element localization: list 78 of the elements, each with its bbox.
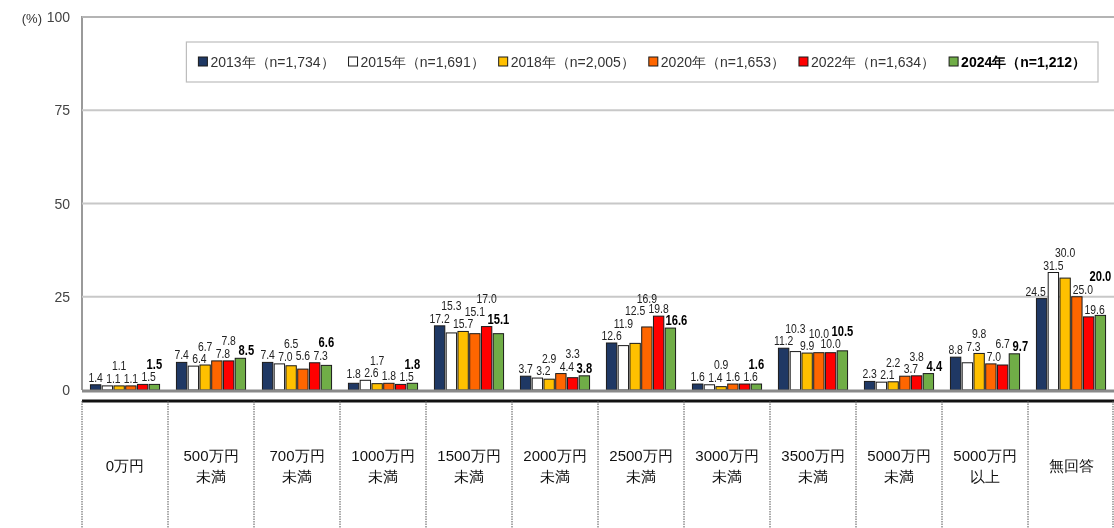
legend-label: 2024年（n=1,212） — [961, 54, 1086, 70]
category-label: 3000万円未満 — [695, 446, 759, 485]
data-label: 11.9 — [613, 315, 634, 330]
data-label: 17.2 — [429, 310, 450, 326]
data-label: 7.8 — [215, 345, 231, 361]
category-label: 3500万円未満 — [781, 446, 845, 485]
data-label: 4.4 — [559, 358, 575, 373]
data-label: 15.7 — [453, 316, 474, 331]
legend-label: 2020年（n=1,653） — [660, 54, 785, 70]
data-label: 7.0 — [986, 348, 1002, 364]
data-label: 7.4 — [260, 347, 275, 362]
data-label: 9.8 — [971, 326, 987, 341]
category-label: 無回答 — [1048, 457, 1094, 474]
data-label: 12.5 — [625, 302, 646, 318]
data-label: 30.0 — [1055, 244, 1076, 260]
data-label: 9.7 — [1012, 338, 1029, 355]
data-label: 17.0 — [476, 291, 497, 306]
data-label: 8.8 — [948, 342, 963, 357]
data-label: 15.3 — [441, 298, 462, 313]
legend-label: 2013年（n=1,734） — [210, 54, 335, 70]
data-label: 2.2 — [885, 354, 901, 369]
data-label: 1.1 — [106, 370, 121, 386]
ytick-label: 50 — [54, 195, 70, 212]
data-label: 10.3 — [785, 320, 806, 335]
data-label: 1.6 — [690, 368, 705, 384]
ytick-label: 25 — [54, 288, 70, 305]
category-label: 700万円未満 — [269, 446, 325, 485]
data-label: 6.7 — [197, 338, 213, 353]
data-label: 11.2 — [773, 333, 794, 348]
data-label: 1.1 — [111, 358, 127, 373]
data-label: 12.6 — [601, 327, 622, 343]
data-label: 3.7 — [903, 361, 919, 376]
data-label: 5.6 — [295, 348, 311, 363]
category-label: 1000万円未満 — [351, 446, 415, 485]
ytick-label: 100 — [46, 9, 70, 25]
data-label: 3.8 — [576, 360, 593, 377]
data-label: 1.4 — [88, 369, 103, 384]
data-label: 7.3 — [966, 338, 981, 354]
legend-label: 2018年（n=2,005） — [510, 54, 635, 70]
ytick-label: 75 — [54, 102, 70, 119]
legend-label: 2015年（n=1,691） — [360, 54, 485, 70]
data-label: 4.4 — [926, 358, 943, 374]
category-label: 5000万円以上 — [953, 446, 1017, 485]
ylabel: (%) — [21, 11, 42, 26]
data-label: 6.4 — [192, 351, 207, 366]
data-label: 2.1 — [880, 367, 895, 382]
category-label: 2000万円未満 — [523, 446, 587, 485]
data-label: 2.9 — [541, 350, 557, 365]
data-label: 15.1 — [487, 311, 510, 328]
data-label: 7.4 — [174, 347, 189, 362]
category-label: 5000万円未満 — [867, 446, 931, 485]
data-label: 1.8 — [346, 365, 361, 380]
data-label: 2.3 — [862, 366, 877, 381]
category-label: 2500万円未満 — [609, 446, 673, 485]
category-label: 500万円未満 — [183, 446, 239, 485]
data-label: 6.5 — [283, 336, 299, 351]
category-label: 1500万円未満 — [437, 446, 501, 485]
category-label: 0万円 — [105, 457, 145, 474]
data-label: 1.4 — [708, 369, 723, 384]
data-label: 9.9 — [799, 337, 815, 353]
data-label: 2.6 — [364, 365, 379, 380]
data-label: 3.2 — [536, 362, 551, 378]
data-label: 15.1 — [464, 303, 485, 319]
data-label: 31.5 — [1043, 257, 1064, 272]
data-label: 8.5 — [238, 343, 255, 359]
data-label: 1.8 — [381, 368, 397, 383]
legend-label: 2022年（n=1,634） — [810, 54, 936, 70]
data-label: 7.0 — [278, 348, 293, 364]
ytick-label: 0 — [62, 382, 70, 398]
data-label: 3.8 — [909, 348, 924, 363]
data-label: 19.6 — [1084, 301, 1105, 317]
data-label: 1.7 — [369, 352, 385, 367]
data-label: 1.1 — [123, 370, 139, 386]
data-label: 3.3 — [565, 345, 580, 361]
data-label: 3.7 — [518, 361, 533, 376]
data-label: 7.8 — [221, 333, 236, 348]
data-label: 24.5 — [1025, 283, 1046, 298]
data-label: 6.7 — [995, 336, 1010, 351]
